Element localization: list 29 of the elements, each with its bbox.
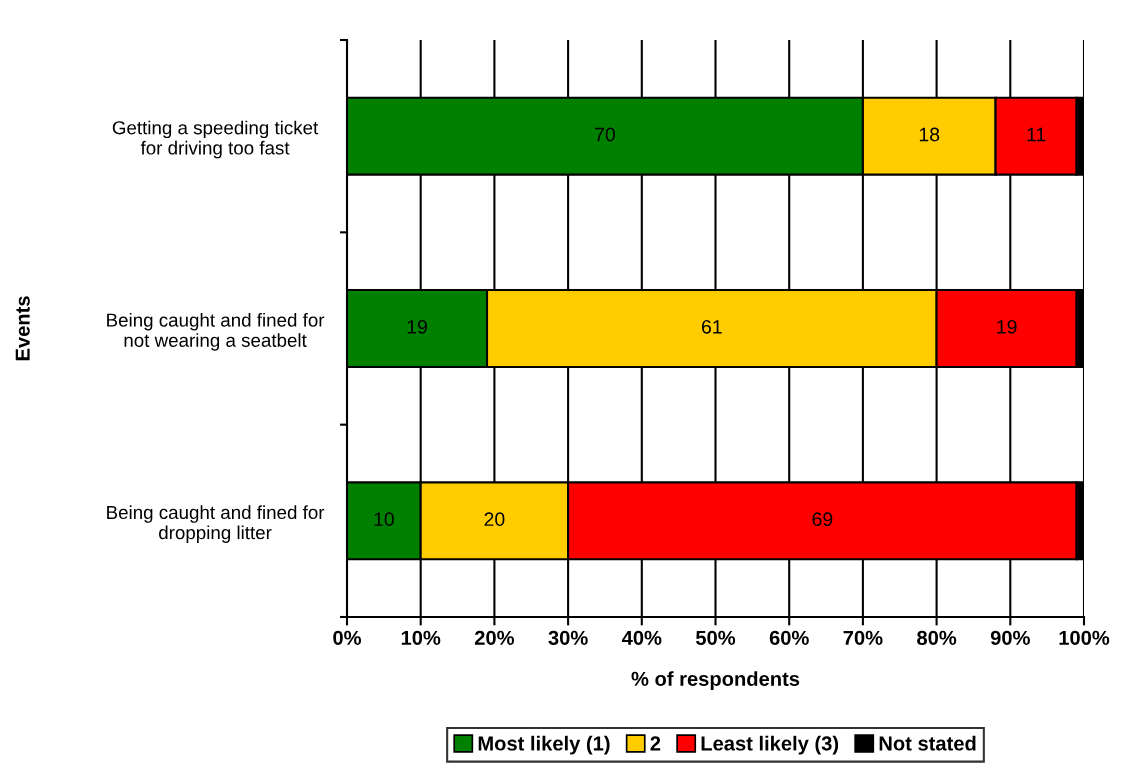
x-tick-label: 70% <box>843 630 883 645</box>
legend-label: 2 <box>650 736 661 751</box>
y-axis-title: Events <box>15 296 30 361</box>
data-label: 61 <box>701 319 722 334</box>
data-label: 70 <box>595 127 615 142</box>
x-tick-label: 40% <box>621 630 662 645</box>
x-axis-title: % of respondents <box>631 671 800 690</box>
y-tick-label: Getting a speeding ticket for driving too fast <box>112 120 319 159</box>
x-tick-label: 30% <box>548 630 588 646</box>
x-tick-label: 60% <box>769 630 809 645</box>
y-tick-label: Being caught and fined for not wearing a seatbelt <box>107 312 325 351</box>
x-tick-label: 0% <box>333 630 362 645</box>
data-label: 18 <box>919 127 940 142</box>
data-label: 20 <box>484 512 505 527</box>
x-tick-label: 90% <box>990 630 1030 645</box>
data-label: 69 <box>812 512 833 527</box>
legend-label: Not stated <box>879 735 976 751</box>
data-label: 19 <box>407 319 427 334</box>
y-tick-label: Being caught and fined for dropping litter <box>107 505 325 543</box>
legend-label: Least likely (3) <box>701 735 839 755</box>
x-tick-label: 80% <box>917 630 957 645</box>
data-label: 10 <box>374 512 394 527</box>
x-tick-label: 100% <box>1059 630 1110 645</box>
data-label: 11 <box>1027 127 1046 142</box>
x-tick-label: 20% <box>474 630 515 645</box>
x-tick-label: 10% <box>401 630 441 645</box>
legend-label: Most likely (1) <box>478 735 610 755</box>
data-label: 19 <box>997 319 1017 334</box>
x-tick-label: 50% <box>695 630 736 645</box>
